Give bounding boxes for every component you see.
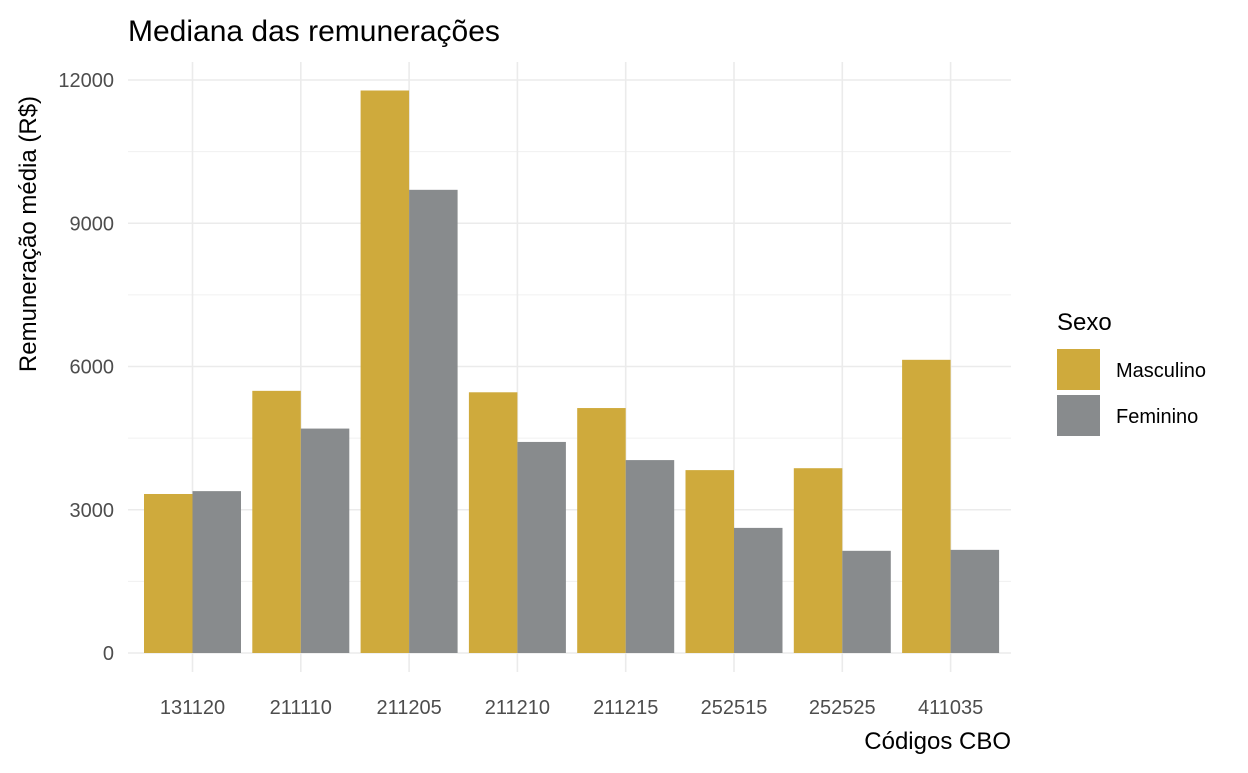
bar-feminino-252515	[734, 527, 783, 653]
y-tick-label: 0	[103, 643, 114, 665]
bars	[144, 90, 1000, 653]
bar-feminino-211210	[517, 441, 566, 653]
bar-feminino-131120	[192, 491, 241, 653]
x-tick-label: 211215	[593, 697, 658, 719]
bar-masculino-252515	[685, 470, 734, 653]
legend-label-masculino: Masculino	[1116, 360, 1206, 382]
x-tick-label: 252515	[701, 697, 768, 719]
x-tick-label: 131120	[160, 697, 225, 719]
bar-masculino-211215	[577, 408, 626, 653]
y-axis-title: Remuneração média (R$)	[15, 96, 42, 372]
legend-swatch-feminino	[1057, 395, 1100, 436]
x-axis-ticks: 131120 211110 211205 211210 211215 252515 2525…	[160, 697, 983, 719]
bar-feminino-211110	[300, 428, 350, 653]
y-tick-label: 12000	[58, 70, 114, 92]
y-tick-label: 6000	[70, 357, 115, 379]
bar-masculino-131120	[144, 493, 193, 653]
bar-masculino-211205	[360, 90, 410, 653]
x-tick-label: 211210	[485, 697, 550, 719]
bar-masculino-252525	[793, 468, 843, 653]
legend-label-feminino: Feminino	[1116, 406, 1198, 428]
x-tick-label: 252525	[809, 697, 876, 719]
bar-masculino-411035	[902, 359, 951, 653]
x-axis-title: Códigos CBO	[864, 728, 1011, 755]
y-tick-label: 3000	[70, 500, 115, 522]
y-axis-ticks: 0 3000 6000 9000 12000	[58, 70, 114, 665]
bar-feminino-211205	[409, 189, 458, 653]
bar-masculino-211110	[252, 390, 301, 653]
x-tick-label: 211205	[376, 697, 441, 719]
bar-feminino-211215	[625, 460, 675, 653]
legend: Sexo Masculino Feminino	[1057, 309, 1206, 436]
x-tick-label: 411035	[918, 697, 983, 719]
x-tick-label: 211110	[270, 697, 332, 719]
chart-title: Mediana das remunerações	[128, 15, 500, 48]
bar-feminino-252525	[842, 550, 891, 653]
bar-masculino-211210	[468, 392, 518, 653]
legend-title: Sexo	[1057, 309, 1112, 336]
y-tick-label: 9000	[70, 213, 115, 235]
bar-feminino-411035	[950, 549, 1000, 653]
legend-items: Masculino Feminino	[1057, 349, 1206, 436]
legend-swatch-masculino	[1057, 349, 1100, 390]
